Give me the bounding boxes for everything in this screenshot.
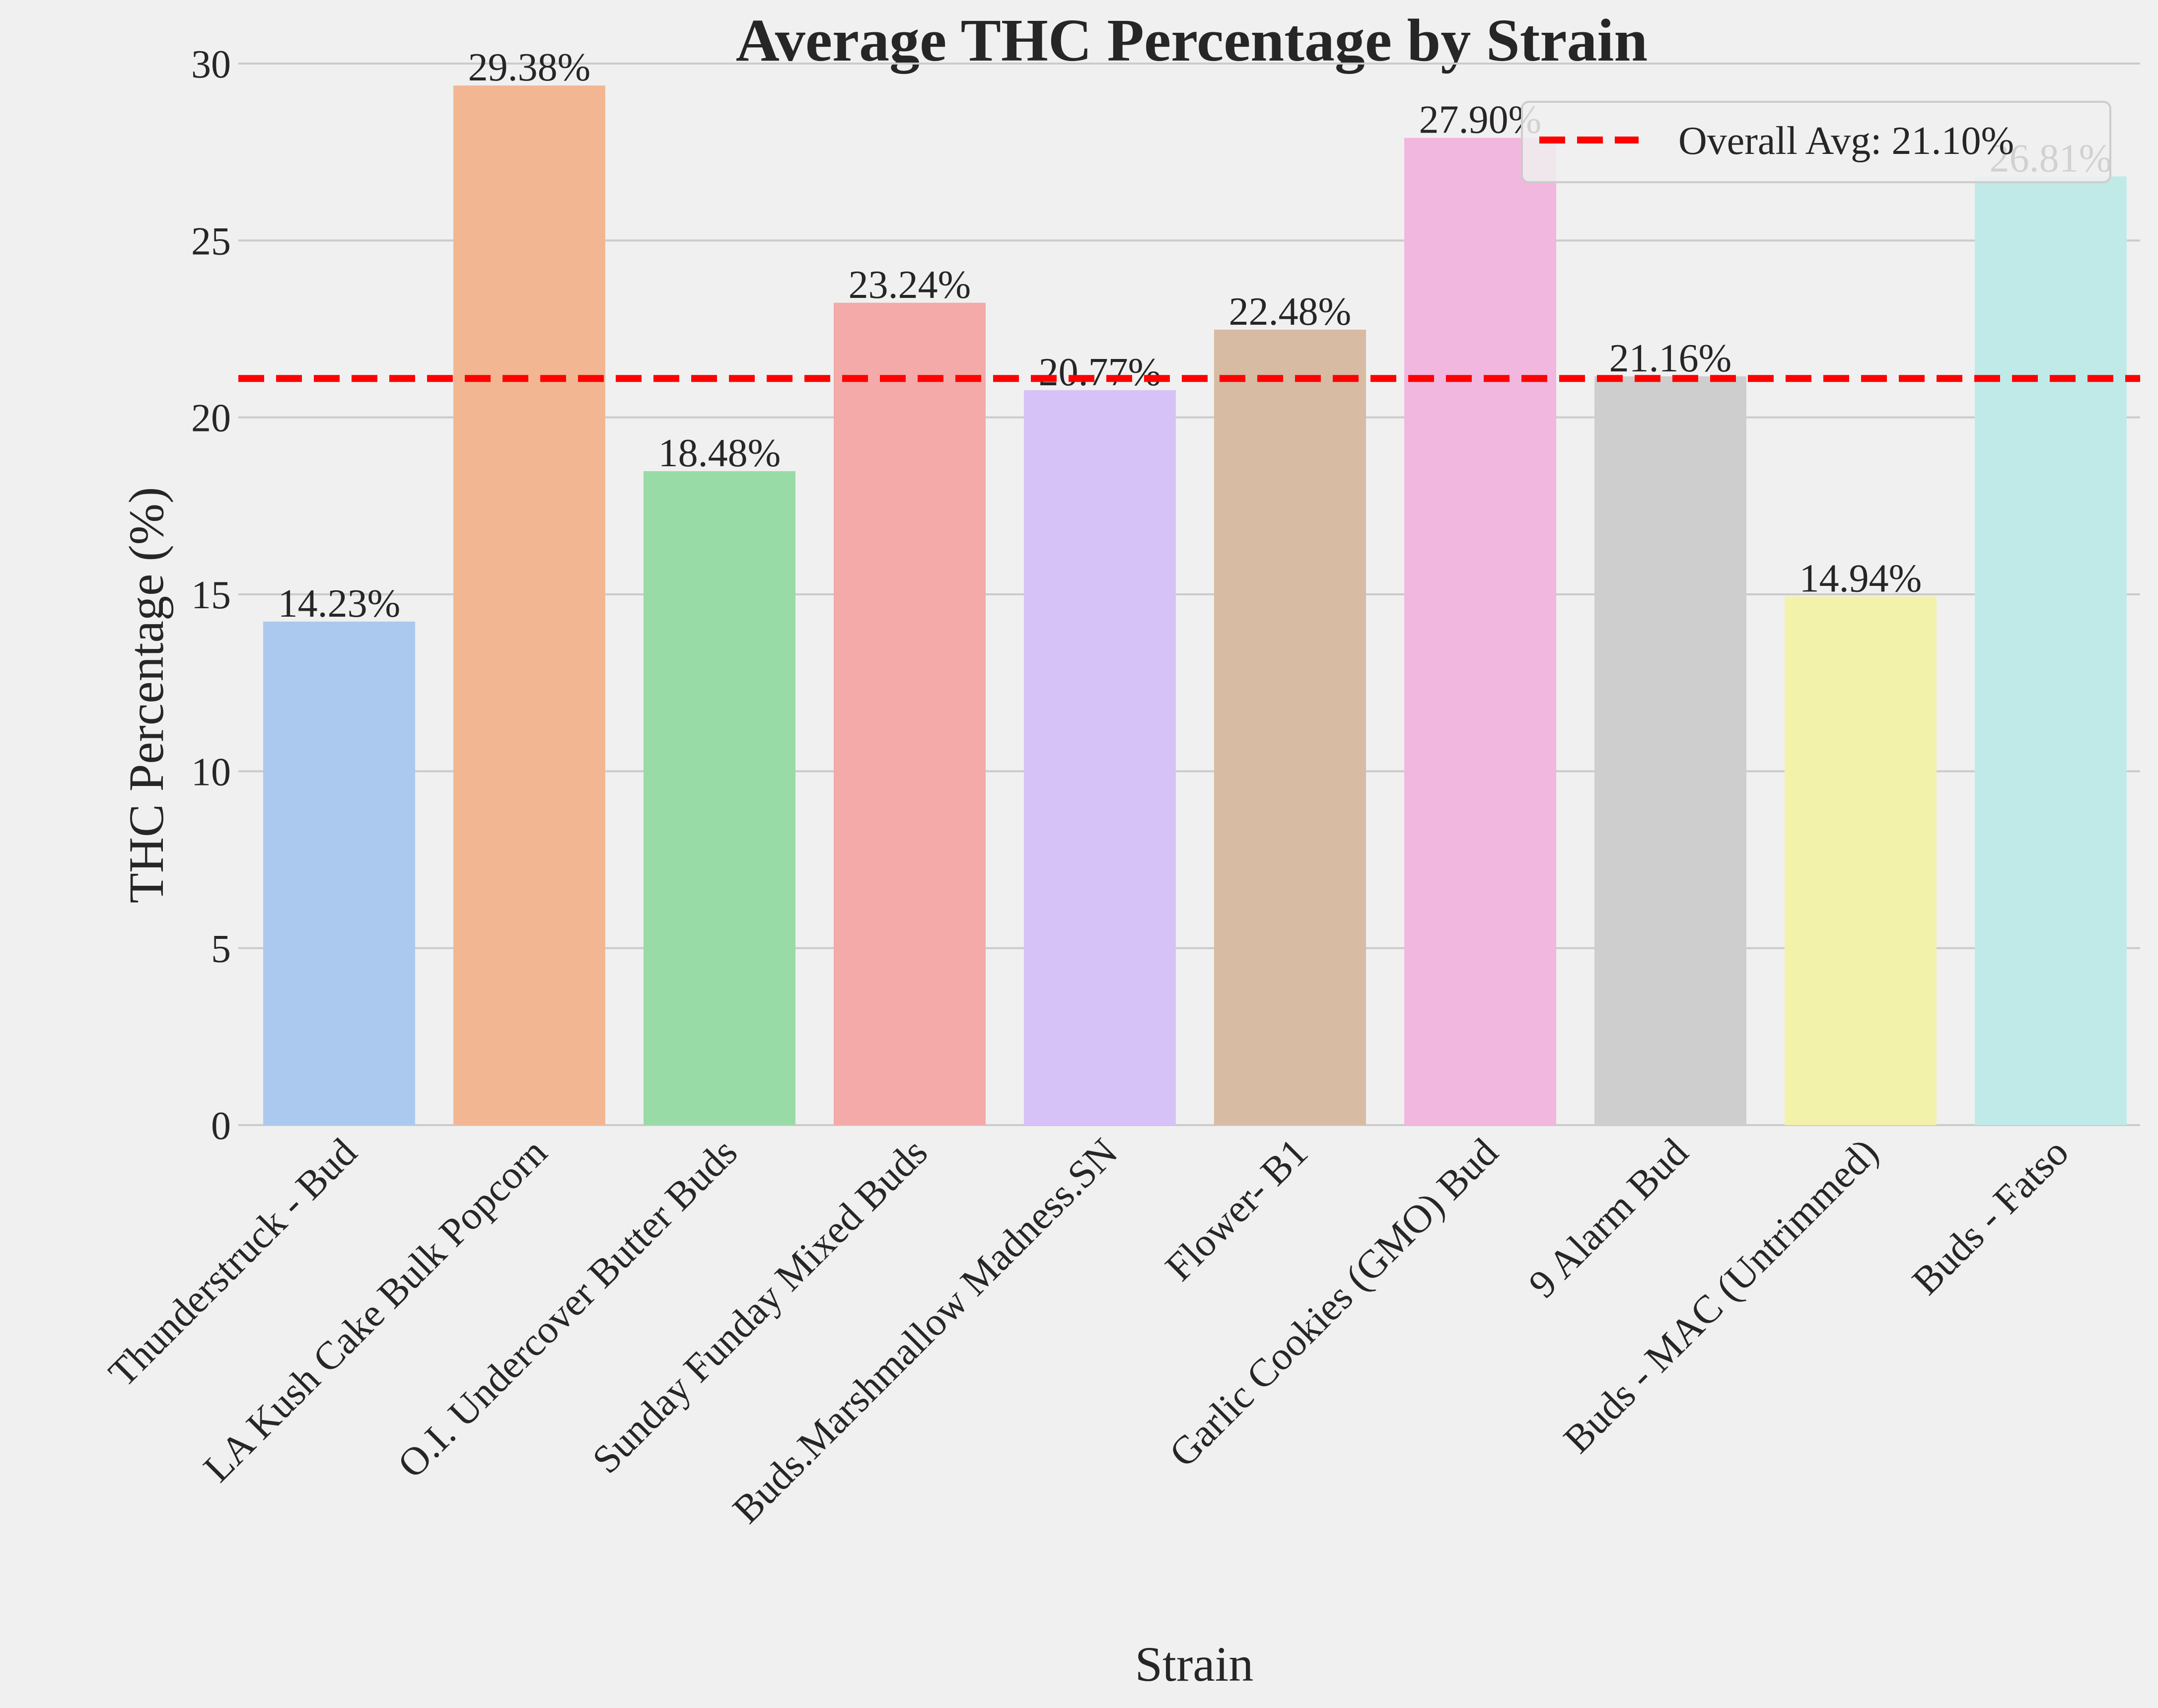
bar-value-label-3: 18.48% [658, 431, 781, 475]
x-tick-9: Buds - MAC (Untrimmed) [1556, 1131, 1887, 1462]
bar-5 [1024, 390, 1176, 1126]
bar-3 [644, 471, 795, 1126]
bars [263, 85, 2127, 1126]
bar-7 [1404, 138, 1556, 1125]
x-tick-7: Garlic Cookies (GMO) Bud [1161, 1131, 1506, 1476]
bar-value-label-6: 22.48% [1229, 290, 1352, 334]
legend: Overall Avg: 21.10% [1521, 101, 2111, 183]
x-tick-3: O.I. Undercover Butter Buds [389, 1131, 745, 1487]
bar-value-label-9: 14.94% [1799, 557, 1922, 600]
y-tick-15: 15 [191, 573, 231, 617]
x-tick-5: Buds.Marshmallow Madness.SN [724, 1131, 1126, 1532]
bar-1 [263, 621, 415, 1125]
bar-value-label-4: 23.24% [849, 263, 971, 307]
y-tick-5: 5 [211, 927, 231, 971]
bar-6 [1214, 329, 1366, 1126]
bar-value-label-5: 20.77% [1039, 351, 1161, 394]
y-tick-25: 25 [191, 219, 231, 263]
x-tick-4: Sunday Funday Mixed Buds [584, 1131, 936, 1482]
y-tick-30: 30 [191, 43, 231, 86]
bar-8 [1594, 376, 1746, 1125]
y-tick-0: 0 [211, 1104, 231, 1148]
y-tick-10: 10 [191, 750, 231, 794]
bar-2 [453, 85, 605, 1126]
x-tick-8: 9 Alarm Bud [1520, 1131, 1696, 1306]
bar-10 [1975, 176, 2127, 1125]
y-tick-labels: 0 5 10 15 20 25 30 [191, 43, 231, 1148]
x-tick-6: Flower- B1 [1157, 1131, 1316, 1289]
x-tick-10: Buds - Fatso [1904, 1131, 2077, 1303]
x-axis-label: Strain [1135, 1637, 1254, 1692]
bar-4 [834, 302, 986, 1125]
y-axis-label: THC Percentage (%) [119, 487, 174, 904]
y-tick-20: 20 [191, 397, 231, 440]
legend-box [1521, 101, 2111, 183]
bar-value-label-8: 21.16% [1609, 337, 1732, 380]
bar-9 [1785, 596, 1937, 1125]
bar-value-label-2: 29.38% [468, 46, 591, 89]
legend-label: Overall Avg: 21.10% [1678, 119, 2014, 163]
bar-value-label-1: 14.23% [278, 582, 401, 626]
x-tick-2: LA Kush Cake Bulk Popcorn [195, 1131, 555, 1491]
